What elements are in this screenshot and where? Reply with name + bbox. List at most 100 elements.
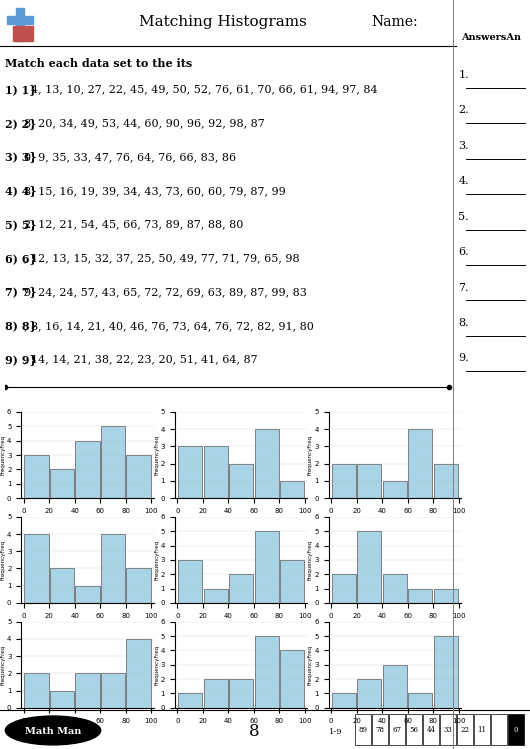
Polygon shape: [13, 26, 33, 41]
Text: 7.: 7.: [458, 282, 469, 293]
Bar: [280, 481, 304, 498]
Text: 5) 5}: 5) 5}: [5, 219, 37, 230]
Text: 11: 11: [478, 726, 486, 733]
Y-axis label: FrequencyFreq: FrequencyFreq: [1, 540, 6, 580]
Text: 1-9: 1-9: [329, 728, 342, 736]
Bar: [50, 691, 74, 708]
Bar: [229, 574, 253, 603]
Text: 6.: 6.: [458, 247, 469, 257]
Bar: [254, 429, 279, 498]
Text: , 14, 14, 21, 38, 22, 23, 20, 51, 41, 64, 87: , 14, 14, 21, 38, 22, 23, 20, 51, 41, 64…: [24, 354, 258, 365]
Bar: [75, 440, 100, 498]
Text: 8, 15, 16, 19, 39, 34, 43, 73, 60, 60, 79, 87, 99: 8, 15, 16, 19, 39, 34, 43, 73, 60, 60, 7…: [24, 186, 286, 195]
Polygon shape: [16, 8, 24, 41]
Bar: [408, 589, 432, 603]
Text: Math Man: Math Man: [25, 727, 81, 736]
Text: 0: 0: [514, 726, 518, 733]
Text: 6) 6}: 6) 6}: [5, 253, 37, 264]
Bar: [126, 568, 151, 603]
Y-axis label: FrequencyFreq: FrequencyFreq: [154, 435, 160, 475]
Bar: [474, 714, 490, 745]
Text: 8) 8}: 8) 8}: [5, 321, 37, 331]
Ellipse shape: [5, 716, 101, 745]
Bar: [332, 574, 356, 603]
Text: Matching Histograms: Matching Histograms: [139, 15, 306, 29]
Text: 9.: 9.: [458, 354, 469, 363]
Bar: [24, 534, 49, 603]
Text: 2) 2}: 2) 2}: [5, 118, 37, 129]
Bar: [280, 560, 304, 603]
Text: 4) 4}: 4) 4}: [5, 185, 37, 196]
Bar: [254, 531, 279, 603]
Text: , 12, 13, 15, 32, 37, 25, 50, 49, 77, 71, 79, 65, 98: , 12, 13, 15, 32, 37, 25, 50, 49, 77, 71…: [24, 253, 300, 264]
Bar: [126, 639, 151, 708]
Text: 2.: 2.: [458, 106, 469, 115]
Text: 89: 89: [359, 726, 367, 733]
Text: Name:: Name:: [371, 15, 418, 29]
Bar: [508, 714, 524, 745]
Y-axis label: FrequencyFreq: FrequencyFreq: [1, 645, 6, 685]
Bar: [423, 714, 439, 745]
Text: 8: 8: [249, 724, 260, 740]
Bar: [357, 531, 382, 603]
Y-axis label: FrequencyFreq: FrequencyFreq: [154, 645, 160, 685]
Bar: [229, 679, 253, 708]
Bar: [408, 694, 432, 708]
Bar: [332, 694, 356, 708]
Text: , 4, 13, 10, 27, 22, 45, 49, 50, 52, 76, 61, 70, 66, 61, 94, 97, 84: , 4, 13, 10, 27, 22, 45, 49, 50, 52, 76,…: [24, 85, 378, 94]
Text: 5.: 5.: [458, 212, 469, 222]
Bar: [101, 534, 125, 603]
Text: 9, 24, 24, 57, 43, 65, 72, 72, 69, 63, 89, 87, 99, 83: 9, 24, 24, 57, 43, 65, 72, 72, 69, 63, 8…: [24, 287, 307, 297]
Text: 56: 56: [410, 726, 418, 733]
Y-axis label: FrequencyFreq: FrequencyFreq: [308, 645, 313, 685]
Text: 67: 67: [393, 726, 401, 733]
Text: 9) 9}: 9) 9}: [5, 354, 37, 365]
Text: 1.: 1.: [458, 70, 469, 80]
Bar: [440, 714, 456, 745]
Text: 33: 33: [444, 726, 452, 733]
Bar: [101, 673, 125, 708]
Text: 7) 7}: 7) 7}: [5, 287, 37, 297]
Text: 44: 44: [427, 726, 435, 733]
Bar: [24, 455, 49, 498]
Bar: [457, 714, 473, 745]
Bar: [357, 679, 382, 708]
Bar: [355, 714, 371, 745]
Bar: [178, 446, 202, 498]
Bar: [357, 464, 382, 498]
Bar: [75, 673, 100, 708]
Bar: [491, 714, 507, 745]
Y-axis label: FrequencyFreq: FrequencyFreq: [1, 435, 6, 475]
Bar: [406, 714, 422, 745]
Bar: [204, 446, 228, 498]
Bar: [75, 586, 100, 603]
Bar: [126, 455, 151, 498]
Text: 4.: 4.: [458, 176, 469, 187]
Bar: [204, 589, 228, 603]
Bar: [229, 464, 253, 498]
Bar: [280, 650, 304, 708]
Bar: [178, 694, 202, 708]
Text: 1) 1}: 1) 1}: [5, 84, 37, 95]
Bar: [383, 574, 407, 603]
Bar: [50, 568, 74, 603]
Y-axis label: FrequencyFreq: FrequencyFreq: [154, 540, 160, 580]
Bar: [383, 665, 407, 708]
Bar: [383, 481, 407, 498]
Polygon shape: [7, 16, 33, 24]
Bar: [408, 429, 432, 498]
Text: 8, 20, 34, 49, 53, 44, 60, 90, 96, 92, 98, 87: 8, 20, 34, 49, 53, 44, 60, 90, 96, 92, 9…: [24, 118, 265, 128]
Bar: [24, 673, 49, 708]
Bar: [434, 589, 458, 603]
Y-axis label: FrequencyFreq: FrequencyFreq: [308, 540, 313, 580]
Bar: [434, 464, 458, 498]
Bar: [101, 426, 125, 498]
Y-axis label: FrequencyFreq: FrequencyFreq: [308, 435, 313, 475]
Text: 2, 12, 21, 54, 45, 66, 73, 89, 87, 88, 80: 2, 12, 21, 54, 45, 66, 73, 89, 87, 88, 8…: [24, 219, 244, 229]
Bar: [434, 636, 458, 708]
Bar: [332, 464, 356, 498]
Text: 22: 22: [461, 726, 469, 733]
Bar: [389, 714, 405, 745]
Text: Match each data set to the its: Match each data set to the its: [5, 58, 192, 69]
Bar: [204, 679, 228, 708]
